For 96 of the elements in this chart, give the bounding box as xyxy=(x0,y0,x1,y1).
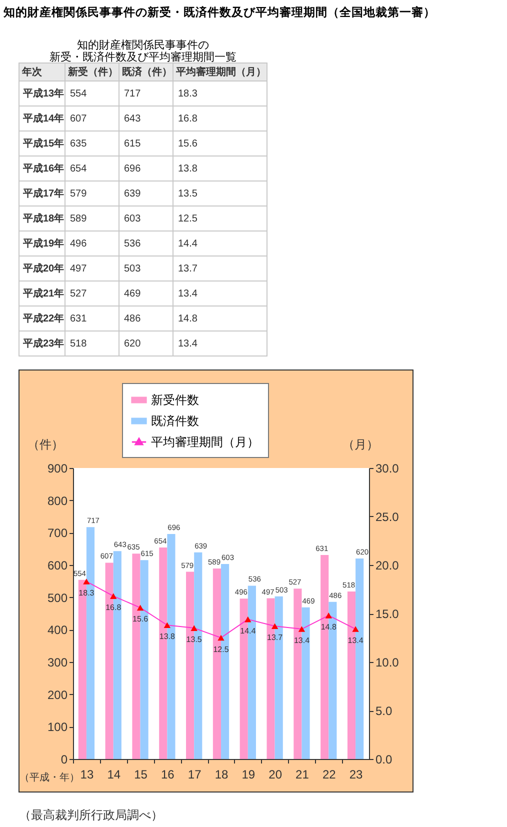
data-label: 635 xyxy=(70,138,88,150)
data-label: 486 xyxy=(124,314,142,324)
y-tick-label: 600 xyxy=(47,558,68,572)
data-label: 536 xyxy=(124,238,142,250)
y-tick-label: 平成22年 xyxy=(22,312,64,324)
data-label: 497 xyxy=(70,264,88,274)
data-label: 603 xyxy=(124,214,142,224)
data-label: 654 xyxy=(70,164,88,174)
x-tick-label: 20 xyxy=(268,768,282,782)
y-tick-label: 400 xyxy=(47,623,68,638)
y2-tick-label: 15.0 xyxy=(376,607,400,621)
y2-tick-label: 30.0 xyxy=(376,462,400,476)
data-label: 15.6 xyxy=(178,138,198,150)
data-label: 16.8 xyxy=(106,603,122,612)
y-tick-label: 平成20年 xyxy=(22,262,64,274)
x-tick-label: 新受（件） xyxy=(67,66,118,78)
data-label: 639 xyxy=(124,188,142,200)
data-label: 620 xyxy=(124,338,142,350)
x-tick-label: 13 xyxy=(80,768,94,782)
data-label: 13.5 xyxy=(186,635,202,644)
x-tick-label: 18 xyxy=(214,768,228,782)
data-label: 527 xyxy=(70,288,88,300)
x-tick-label: 15 xyxy=(134,768,148,782)
y-tick-label: 900 xyxy=(47,462,68,476)
y-tick-label: 100 xyxy=(47,720,68,734)
y-tick-label: 平成14年 xyxy=(22,112,64,124)
legend-label: 平均審理期間（月） xyxy=(151,435,259,449)
data-label: 13.4 xyxy=(294,636,310,646)
y-axis-title: （件） xyxy=(28,438,64,452)
data-label: 13.5 xyxy=(178,188,198,200)
chart-subtitle: 知的財産権関係民事事件の新受・既済件数及び平均審理期間一覧 xyxy=(50,38,236,64)
data-label: 14.8 xyxy=(320,622,337,632)
x-tick-label: 19 xyxy=(242,768,256,782)
data-label: 12.5 xyxy=(213,644,230,654)
data-label: 579 xyxy=(70,188,88,200)
data-label: 13.7 xyxy=(267,633,284,642)
y-tick-label: 平成13年 xyxy=(22,88,64,100)
y-tick-label: 平成18年 xyxy=(22,212,64,224)
data-label: 554 xyxy=(70,88,88,100)
text: （最高裁判所行政局調べ） xyxy=(19,808,163,822)
data-label: 13.4 xyxy=(348,636,364,646)
y2-tick-label: 25.0 xyxy=(376,510,400,524)
data-label: 14.4 xyxy=(240,626,256,636)
x-tick-label: 既済（件） xyxy=(122,66,172,78)
data-label: 13.4 xyxy=(178,288,198,300)
y-tick-label: 800 xyxy=(47,494,68,508)
legend-label: 既済件数 xyxy=(151,414,199,428)
data-label: 589 xyxy=(70,214,88,224)
y-tick-label: 平成19年 xyxy=(22,238,64,250)
data-label: 696 xyxy=(124,164,142,174)
data-label: 13.8 xyxy=(159,632,176,642)
data-label: 13.8 xyxy=(178,164,198,174)
data-label: 496 xyxy=(70,238,88,250)
data-label: 13.7 xyxy=(178,264,198,274)
y2-tick-label: 20.0 xyxy=(376,558,400,572)
x-tick-label: 14 xyxy=(107,768,121,782)
x-tick-label: 23 xyxy=(349,768,364,782)
y-tick-label: 0 xyxy=(60,752,68,766)
x-tick-label: 平均審理期間（月） xyxy=(175,66,266,78)
y-tick-label: 平成21年 xyxy=(22,288,64,300)
y-axis-title: 年次 xyxy=(21,66,43,78)
y-tick-label: 平成23年 xyxy=(22,338,64,350)
data-label: 15.6 xyxy=(132,614,149,624)
y-tick-label: 300 xyxy=(47,656,68,670)
data-label: 631 xyxy=(70,314,88,324)
data-label: 14.4 xyxy=(178,238,198,250)
data-label: 469 xyxy=(124,288,142,300)
y-tick-label: 200 xyxy=(47,688,68,702)
y-tick-label: 700 xyxy=(47,526,68,540)
data-label: 14.8 xyxy=(178,314,198,324)
y-tick-label: 平成17年 xyxy=(22,188,64,200)
data-label: 16.8 xyxy=(178,114,198,124)
y2-tick-label: 10.0 xyxy=(376,656,400,670)
x-tick-label: 17 xyxy=(188,768,202,782)
x-tick-label: 16 xyxy=(161,768,175,782)
y2-axis-title: （月） xyxy=(342,438,378,452)
data-label: 12.5 xyxy=(178,214,198,224)
data-label: 13.4 xyxy=(178,338,198,350)
data-label: 18.3 xyxy=(78,588,95,598)
data-label: 643 xyxy=(124,114,142,124)
legend-label: 新受件数 xyxy=(151,393,199,407)
x-tick-label: 21 xyxy=(296,768,310,782)
x-axis-title: （平成・年） xyxy=(20,772,80,784)
x-tick-label: 22 xyxy=(322,768,336,782)
y2-tick-label: 0.0 xyxy=(376,752,393,766)
y-tick-label: 平成15年 xyxy=(22,138,64,150)
y-tick-label: 500 xyxy=(47,590,68,605)
y2-tick-label: 5.0 xyxy=(376,704,393,718)
chart-title: 知的財産権関係民事事件の新受・既済件数及び平均審理期間（全国地裁第一審） xyxy=(2,5,436,19)
data-label: 503 xyxy=(124,264,142,274)
data-label: 518 xyxy=(70,338,88,350)
data-label: 18.3 xyxy=(178,88,198,100)
data-label: 607 xyxy=(70,114,88,124)
data-label: 717 xyxy=(124,88,142,100)
y-tick-label: 平成16年 xyxy=(22,162,64,174)
data-label: 615 xyxy=(124,138,142,150)
